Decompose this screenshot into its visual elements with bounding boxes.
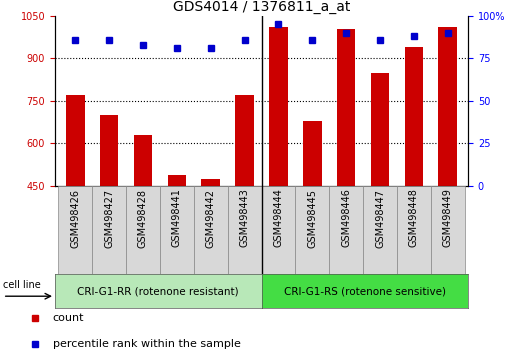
Text: cell line: cell line xyxy=(3,280,40,290)
Bar xyxy=(92,186,126,274)
Text: count: count xyxy=(52,313,84,323)
Text: GSM498428: GSM498428 xyxy=(138,188,148,247)
Title: GDS4014 / 1376811_a_at: GDS4014 / 1376811_a_at xyxy=(173,0,350,13)
Bar xyxy=(295,186,329,274)
Bar xyxy=(329,186,363,274)
Bar xyxy=(262,186,295,274)
Bar xyxy=(167,175,186,186)
Bar xyxy=(371,73,389,186)
Bar xyxy=(363,186,397,274)
Bar xyxy=(194,186,228,274)
Text: GSM498441: GSM498441 xyxy=(172,188,182,247)
Text: GSM498445: GSM498445 xyxy=(308,188,317,247)
Bar xyxy=(58,186,92,274)
Text: CRI-G1-RR (rotenone resistant): CRI-G1-RR (rotenone resistant) xyxy=(77,286,239,296)
Bar xyxy=(397,186,431,274)
Bar xyxy=(66,95,85,186)
Text: CRI-G1-RS (rotenone sensitive): CRI-G1-RS (rotenone sensitive) xyxy=(284,286,446,296)
Bar xyxy=(431,186,465,274)
Text: GSM498446: GSM498446 xyxy=(341,188,351,247)
Text: GSM498427: GSM498427 xyxy=(104,188,114,248)
Text: GSM498443: GSM498443 xyxy=(240,188,249,247)
Bar xyxy=(126,186,160,274)
Text: GSM498448: GSM498448 xyxy=(409,188,419,247)
Bar xyxy=(228,186,262,274)
Bar xyxy=(201,179,220,186)
Text: percentile rank within the sample: percentile rank within the sample xyxy=(52,339,241,349)
Text: GSM498447: GSM498447 xyxy=(375,188,385,247)
Bar xyxy=(303,121,322,186)
Bar xyxy=(134,135,152,186)
Text: GSM498442: GSM498442 xyxy=(206,188,215,247)
Bar xyxy=(337,29,356,186)
Bar xyxy=(438,27,457,186)
Bar xyxy=(160,186,194,274)
Text: GSM498449: GSM498449 xyxy=(443,188,453,247)
Text: GSM498426: GSM498426 xyxy=(70,188,80,247)
Text: GSM498444: GSM498444 xyxy=(274,188,283,247)
Bar xyxy=(405,47,423,186)
Bar xyxy=(100,115,118,186)
Bar xyxy=(235,95,254,186)
Bar xyxy=(269,27,288,186)
